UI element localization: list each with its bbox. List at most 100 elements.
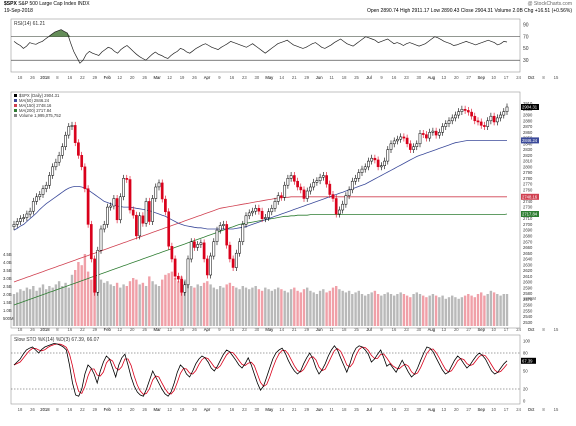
candle-body	[280, 195, 283, 198]
volume-bar	[492, 292, 496, 326]
x-axis-label: 25	[354, 327, 359, 332]
candle-body	[283, 184, 287, 198]
x-axis-label: 15	[554, 327, 559, 332]
candle-body	[19, 218, 22, 222]
price-tick-label: 2590	[523, 285, 533, 290]
x-axis-label: 8	[542, 75, 545, 80]
sto-k-tag: 67.39	[522, 358, 533, 363]
volume-bar	[463, 295, 467, 326]
x-axis-label: 16	[68, 327, 73, 332]
price-tick-label: 2700	[523, 222, 533, 227]
price-tick-label: 2870	[523, 124, 533, 129]
volume-bar	[83, 254, 87, 326]
volume-bar	[286, 292, 290, 326]
x-axis-label: 29	[304, 327, 309, 332]
price-legend-entry: MA(150) 2748.16	[19, 103, 52, 108]
candle-body	[276, 195, 280, 202]
volume-bar	[54, 284, 58, 326]
x-axis-label: Feb	[104, 75, 112, 80]
volume-bar	[341, 290, 344, 326]
x-axis-label: 16	[230, 327, 235, 332]
legend-swatch	[14, 104, 17, 107]
candle-body	[292, 175, 296, 182]
candle-body	[338, 209, 341, 215]
candle-body	[109, 205, 113, 208]
x-axis-label: 30	[417, 75, 422, 80]
volume-bar	[228, 282, 232, 326]
volume-bar	[431, 294, 435, 326]
candle-body	[67, 126, 71, 136]
candle-body	[495, 117, 499, 123]
volume-bar	[393, 295, 396, 326]
volume-bar	[254, 286, 257, 326]
x-axis-label: May	[265, 75, 274, 80]
price-tick-label: 2730	[523, 205, 533, 210]
candle-body	[466, 110, 470, 113]
candle-body	[463, 109, 467, 111]
candle-body	[38, 194, 42, 198]
volume-bar	[186, 284, 190, 326]
volume-bar	[293, 287, 296, 326]
candle-body	[35, 196, 38, 202]
volume-bar	[467, 294, 470, 326]
candle-body	[73, 125, 77, 143]
volume-bar	[383, 294, 386, 326]
volume-bar	[473, 297, 476, 326]
candle-body	[244, 215, 248, 225]
volume-bar	[480, 292, 483, 326]
x-axis-label: Jul	[366, 75, 371, 80]
volume-bar	[289, 289, 293, 326]
volume-bar	[222, 287, 225, 326]
x-axis-label: 24	[516, 407, 521, 412]
x-axis-label: 24	[516, 327, 521, 332]
x-axis-label: 19	[180, 327, 185, 332]
candle-body	[354, 178, 357, 182]
x-axis-label: 22	[80, 407, 85, 412]
volume-bar	[35, 290, 38, 326]
x-axis-label: 9	[218, 327, 221, 332]
volume-bar	[103, 282, 106, 326]
candle-body	[180, 278, 183, 293]
price-tick-label: 2670	[523, 239, 533, 244]
candle-body	[41, 188, 45, 195]
x-axis-label: 23	[242, 75, 247, 80]
volume-bar	[25, 287, 29, 326]
price-tick-label: 2800	[523, 164, 533, 169]
price-tick-label: 2840	[523, 141, 533, 146]
price-tick-label: 2690	[523, 228, 533, 233]
volume-bar	[177, 281, 180, 326]
volume-bar	[135, 279, 138, 326]
x-axis-label: 27	[466, 407, 471, 412]
candle-body	[99, 228, 103, 251]
candle-body	[215, 229, 219, 242]
x-axis-label: 2018	[40, 327, 50, 332]
ma200-line	[13, 213, 508, 306]
volume-bar	[438, 297, 441, 326]
x-axis-label: 9	[380, 75, 383, 80]
candle-body	[260, 210, 264, 219]
candle-body	[315, 180, 319, 183]
volume-bar	[470, 295, 473, 326]
x-axis-label: 22	[80, 327, 85, 332]
x-axis-label: 11	[329, 407, 334, 412]
volume-tick-label: 4.0B	[3, 260, 12, 265]
x-axis-label: Aug	[428, 327, 436, 332]
volume-bar	[99, 279, 103, 326]
candle-body	[147, 201, 151, 222]
x-axis-label: Sep	[477, 75, 485, 80]
volume-bar	[502, 294, 505, 326]
candle-body	[473, 115, 477, 122]
x-axis-label: 26	[30, 407, 35, 412]
x-axis-label: 16	[230, 407, 235, 412]
volume-bar	[428, 295, 431, 326]
stochastic-panel-frame	[10, 334, 521, 405]
volume-bar	[405, 295, 409, 326]
rsi-tick-label: 70	[523, 34, 529, 40]
candle-body	[51, 166, 55, 176]
volume-bar	[315, 294, 319, 326]
x-axis-label: May	[265, 327, 274, 332]
legend-swatch	[14, 109, 17, 112]
x-axis-label: 18	[342, 327, 347, 332]
volume-bar	[138, 284, 141, 326]
